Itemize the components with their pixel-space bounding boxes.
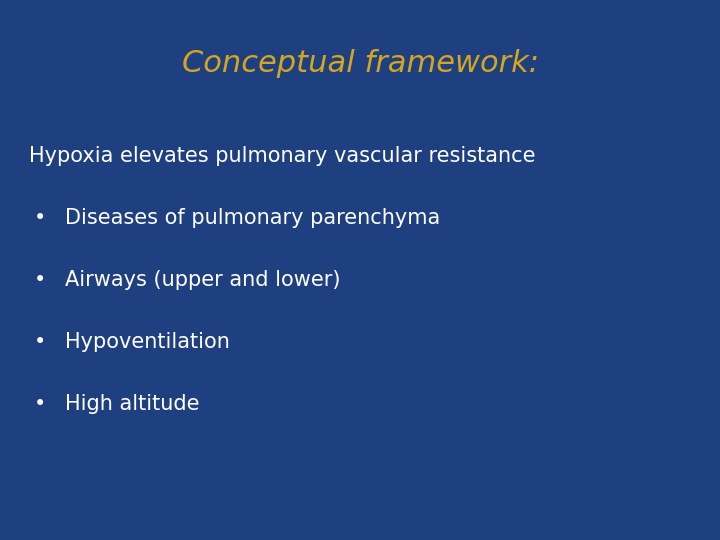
Text: High altitude: High altitude <box>65 394 199 414</box>
Text: •: • <box>33 394 46 414</box>
Text: Airways (upper and lower): Airways (upper and lower) <box>65 270 341 290</box>
Text: •: • <box>33 270 46 290</box>
Text: Conceptual framework:: Conceptual framework: <box>181 49 539 78</box>
Text: •: • <box>33 332 46 352</box>
Text: Hypoxia elevates pulmonary vascular resistance: Hypoxia elevates pulmonary vascular resi… <box>29 146 535 166</box>
Text: Diseases of pulmonary parenchyma: Diseases of pulmonary parenchyma <box>65 208 440 228</box>
Text: •: • <box>33 208 46 228</box>
Text: Hypoventilation: Hypoventilation <box>65 332 230 352</box>
